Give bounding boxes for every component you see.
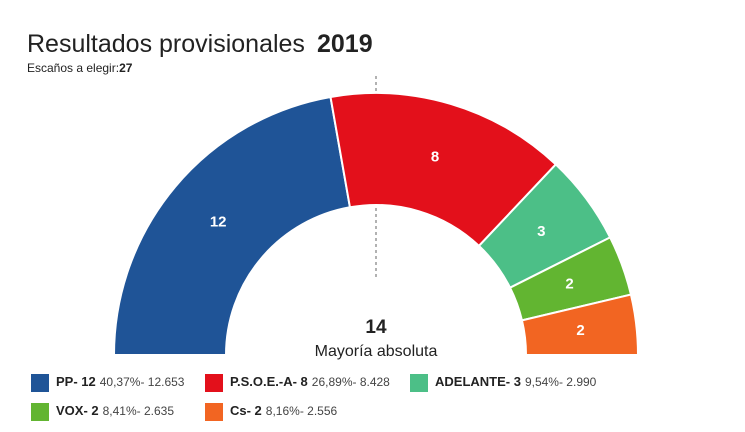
- subtitle-text: Escaños a elegir:: [27, 61, 119, 75]
- legend-detail: 8,41%- 2.635: [103, 404, 175, 418]
- arcs: 12 8 3 2 2: [112, 92, 640, 356]
- legend-entry: ADELANTE- 3 9,54%- 2.990: [435, 374, 597, 389]
- legend-entry: P.S.O.E.-A- 8 26,89%- 8.428: [230, 374, 390, 389]
- segment-label: 3: [537, 223, 545, 240]
- segment-label: 12: [210, 214, 227, 231]
- subtitle-value: 27: [119, 61, 133, 75]
- legend-swatch: [410, 374, 428, 392]
- legend-swatch: [31, 374, 49, 392]
- legend-detail: 8,16%- 2.556: [266, 404, 338, 418]
- legend-label: VOX- 2: [56, 403, 99, 418]
- center-label: Mayoría absoluta: [315, 343, 438, 360]
- subtitle: Escaños a elegir:27: [27, 61, 133, 75]
- legend-entry: Cs- 2 8,16%- 2.556: [230, 403, 338, 418]
- legend: PP- 12 40,37%- 12.653 P.S.O.E.-A- 8 26,89%-…: [31, 374, 597, 421]
- legend-label: ADELANTE- 3: [435, 374, 521, 389]
- legend-swatch: [205, 374, 223, 392]
- legend-swatch: [205, 403, 223, 421]
- legend-label: P.S.O.E.-A- 8: [230, 374, 308, 389]
- title-text: Resultados provisionales: [27, 30, 305, 58]
- arc-segment: [112, 95, 352, 356]
- arc-segment: [520, 293, 640, 356]
- legend-detail: 26,89%- 8.428: [312, 375, 390, 389]
- legend-label: PP- 12: [56, 374, 96, 389]
- chart-title: Resultados provisionales 2019: [27, 30, 373, 58]
- segment-label: 2: [565, 276, 573, 293]
- legend-entry: VOX- 2 8,41%- 2.635: [56, 403, 174, 418]
- segment-label: 8: [431, 149, 439, 166]
- title-year: 2019: [317, 30, 373, 58]
- legend-swatch: [31, 403, 49, 421]
- segment-label: 2: [576, 322, 584, 339]
- legend-entry: PP- 12 40,37%- 12.653: [56, 374, 185, 389]
- legend-label: Cs- 2: [230, 403, 262, 418]
- center-value: 14: [365, 317, 387, 338]
- arc-segment: [329, 92, 558, 248]
- legend-detail: 9,54%- 2.990: [525, 375, 597, 389]
- legend-detail: 40,37%- 12.653: [100, 375, 185, 389]
